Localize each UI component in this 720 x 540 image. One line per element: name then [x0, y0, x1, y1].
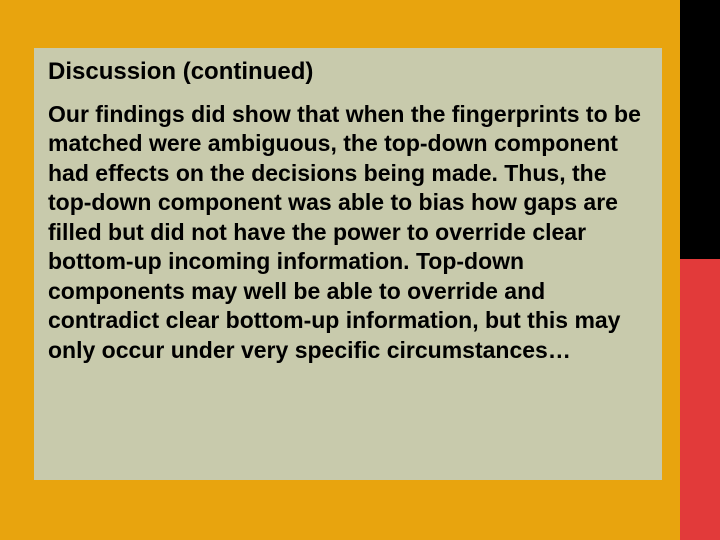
slide-heading: Discussion (continued) — [48, 58, 648, 86]
content-box: Discussion (continued) Our findings did … — [34, 48, 662, 480]
slide: Discussion (continued) Our findings did … — [0, 0, 720, 540]
background-accent-stripe — [680, 0, 720, 540]
slide-body-text: Our findings did show that when the fing… — [48, 100, 648, 365]
